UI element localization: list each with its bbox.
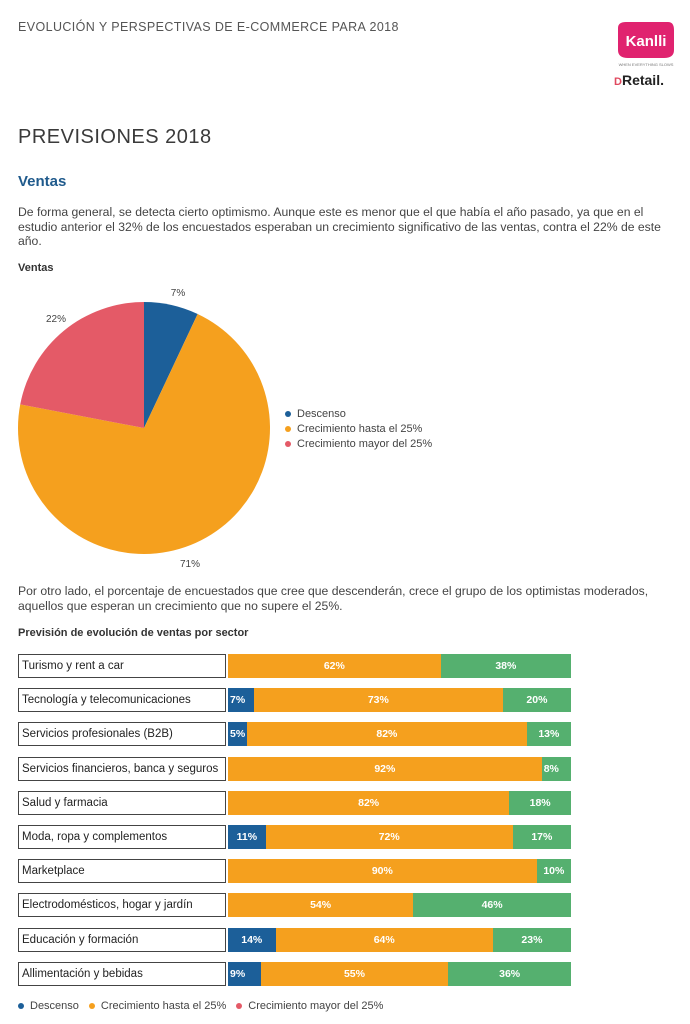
bar-segment: 17%	[512, 824, 571, 849]
bar-track: 7% 73% 20%	[228, 688, 571, 713]
pie-legend-item: Descenso	[285, 406, 432, 421]
pie-slice-label: 7%	[171, 288, 186, 299]
bar-category-label: Servicios financieros, banca y seguros	[18, 756, 226, 781]
retail-logo-prefix: D	[614, 76, 622, 88]
bar-legend-item: Crecimiento mayor del 25%	[236, 1000, 383, 1012]
bar-track: 82% 18%	[228, 790, 571, 815]
bar-segment: 20%	[502, 688, 571, 713]
bar-row: Servicios financieros, banca y seguros 92…	[18, 756, 571, 783]
bar-segment: 11%	[228, 824, 266, 849]
bar-category-label: Educación y formación	[18, 927, 226, 952]
legend-dot-descenso	[18, 1003, 24, 1009]
kanlli-logo: Kanlli WHEN EVERYTHING SLOWS	[618, 22, 674, 67]
pie-slice	[144, 302, 198, 428]
pie-legend-label: Crecimiento hasta el 25%	[297, 422, 423, 435]
kanlli-tagline: WHEN EVERYTHING SLOWS	[619, 62, 674, 67]
bar-segment: 7%	[228, 688, 254, 713]
bar-track: 62% 38%	[228, 654, 571, 678]
bar-row: Educación y formación 14% 64% 23%	[18, 927, 571, 954]
bar-legend-item: Crecimiento hasta el 25%	[88, 1000, 227, 1012]
bar-legend: Descenso Crecimiento hasta el 25% Crecim…	[18, 1000, 383, 1012]
bar-segment: 5%	[228, 722, 248, 747]
pie-legend: Descenso Crecimiento hasta el 25% Crecim…	[285, 406, 432, 451]
bar-segment: 10%	[536, 859, 571, 884]
header-title: EVOLUCIÓN Y PERSPECTIVAS DE E-COMMERCE P…	[18, 20, 399, 34]
bar-segment: 90%	[228, 859, 537, 884]
bar-row: Servicios profesionales (B2B) 5% 82% 13%	[18, 722, 572, 748]
legend-dot-descenso	[285, 410, 291, 417]
bar-legend-item: Descenso	[18, 1000, 79, 1012]
bar-category-label: Marketplace	[18, 859, 226, 884]
bar-segment: 38%	[440, 654, 571, 678]
retail-logo: DRetail.	[614, 72, 664, 88]
bar-segment: 23%	[492, 927, 571, 952]
bar-row: Tecnología y telecomunicaciones 7% 73% 20%	[18, 688, 571, 714]
bar-track: 14% 64% 23%	[228, 927, 571, 952]
pie-legend-label: Descenso	[297, 407, 346, 420]
bar-category-label: Salud y farmacia	[18, 790, 226, 815]
pie-legend-label: Crecimiento mayor del 25%	[297, 437, 433, 450]
bar-category-label: Turismo y rent a car	[18, 654, 226, 678]
bar-segment: 14%	[228, 927, 276, 952]
bar-row: Salud y farmacia 82% 18%	[18, 790, 571, 817]
legend-dot-crecimiento-hasta	[88, 1003, 95, 1009]
legend-dot-crecimiento-mayor	[285, 440, 291, 447]
pie-legend-item: Crecimiento mayor del 25%	[285, 436, 432, 451]
bar-legend-label: Crecimiento hasta el 25%	[100, 1000, 227, 1012]
page-title: PREVISIONES 2018	[18, 126, 212, 148]
bar-category-label: Allimentación y bebidas	[18, 961, 226, 986]
bar-row: Electrodomésticos, hogar y jardín 54% 46%	[18, 893, 571, 919]
bar-segment: 54%	[228, 893, 414, 918]
bar-track: 5% 82% 13%	[228, 722, 572, 747]
bar-category-label: Moda, ropa y complementos	[18, 824, 226, 849]
bar-track: 11% 72% 17%	[228, 824, 571, 849]
bar-segment: 72%	[265, 824, 513, 849]
bar-row: Marketplace 90% 10%	[18, 859, 571, 885]
bar-legend-label: Descenso	[30, 1000, 79, 1012]
bar-segment: 82%	[247, 722, 527, 747]
bar-segment: 64%	[275, 927, 493, 952]
bar-segment: 55%	[260, 961, 449, 986]
bar-segment: 8%	[541, 756, 571, 781]
second-paragraph: Por otro lado, el porcentaje de encuesta…	[18, 584, 649, 613]
bar-track: 9% 55% 36%	[228, 961, 572, 986]
bar-segment: 73%	[253, 688, 503, 713]
bar-segment: 46%	[413, 893, 571, 918]
kanlli-logo-text: Kanlli	[626, 33, 667, 50]
pie-chart-title: Ventas	[18, 262, 54, 274]
pie-legend-item: Crecimiento hasta el 25%	[285, 421, 432, 436]
bar-segment: 18%	[509, 790, 571, 815]
bar-category-label: Tecnología y telecomunicaciones	[18, 688, 226, 713]
bar-category-label: Servicios profesionales (B2B)	[18, 722, 226, 747]
legend-dot-crecimiento-hasta	[285, 425, 291, 432]
bar-segment: 13%	[526, 722, 572, 747]
bar-legend-label: Crecimiento mayor del 25%	[248, 1000, 384, 1012]
section-title: Ventas	[18, 173, 67, 190]
bar-row: Moda, ropa y complementos 11% 72% 17%	[18, 824, 571, 851]
intro-paragraph: De forma general, se detecta cierto opti…	[18, 205, 661, 248]
bar-segment: 62%	[228, 654, 441, 678]
bar-track: 92% 8%	[228, 756, 571, 781]
bar-track: 90% 10%	[228, 859, 571, 884]
bar-category-label: Electrodomésticos, hogar y jardín	[18, 893, 226, 918]
bar-chart-title: Previsión de evolución de ventas por sec…	[18, 627, 249, 639]
bar-segment: 82%	[228, 790, 510, 815]
legend-dot-crecimiento-mayor	[236, 1003, 243, 1009]
pie-slice-label: 71%	[180, 559, 200, 570]
pie-slice	[20, 302, 145, 428]
bar-row: Allimentación y bebidas 9% 55% 36%	[18, 961, 572, 988]
bar-segment: 92%	[228, 756, 542, 781]
sector-bar-chart: Turismo y rent a car 62% 38% Tecnología y t…	[18, 654, 572, 996]
pie-slice-label: 22%	[46, 314, 66, 325]
sales-pie-chart: 7% 71% 22%	[18, 288, 271, 570]
bar-segment: 36%	[448, 961, 572, 986]
bar-track: 54% 46%	[228, 893, 571, 918]
retail-logo-text: Retail.	[621, 72, 664, 88]
bar-segment: 9%	[228, 961, 261, 986]
bar-row: Turismo y rent a car 62% 38%	[18, 654, 571, 680]
pie-slice	[18, 313, 271, 554]
